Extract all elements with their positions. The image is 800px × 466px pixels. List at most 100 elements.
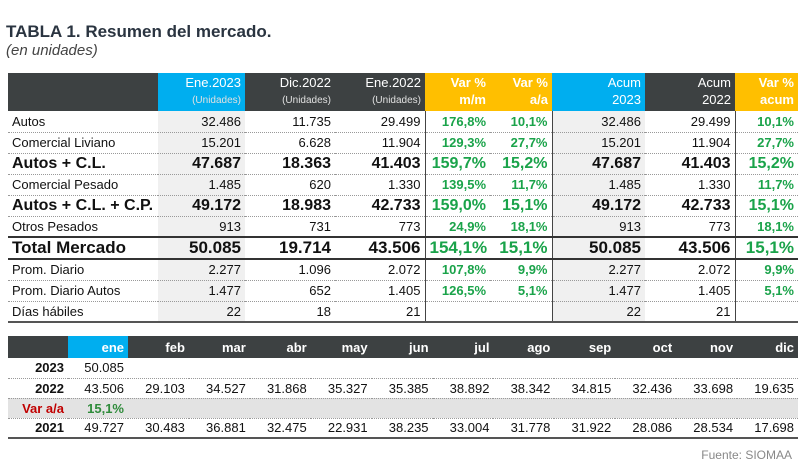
page-subtitle: (en unidades)	[6, 42, 98, 59]
cell: 15,2%	[490, 153, 552, 175]
month-header	[8, 336, 68, 358]
cell: 22	[551, 301, 645, 323]
header-main: Dic.2022	[279, 75, 331, 90]
row-label: Comercial Liviano	[8, 132, 158, 154]
month-header: ago	[493, 336, 555, 358]
cell	[310, 358, 372, 379]
cell: 31.868	[249, 378, 311, 399]
summary-row: Otros Pesados 913 731 773 24,9% 18,1% 913 773 18…	[8, 216, 798, 238]
month-header: feb	[128, 336, 189, 358]
cell	[737, 358, 798, 379]
cell: 28.534	[676, 418, 738, 439]
cell: 50.085	[68, 358, 128, 379]
header-sub: 2022	[702, 92, 731, 107]
row-label: Var a/a	[8, 398, 68, 419]
cell: 49.172	[158, 195, 245, 217]
cell: 15.201	[158, 132, 245, 154]
month-header: dic	[737, 336, 798, 358]
cell: 34.815	[554, 378, 616, 399]
cell: 49.727	[68, 418, 128, 439]
cell: 34.527	[188, 378, 250, 399]
cell: 11,7%	[490, 174, 552, 196]
month-header: abr	[249, 336, 311, 358]
row-label: Autos	[8, 111, 158, 133]
cell: 50.085	[551, 236, 645, 260]
cell: 773	[335, 216, 425, 238]
cell: 176,8%	[424, 111, 490, 133]
cell: 47.687	[551, 153, 645, 175]
header-main: Acum	[607, 75, 641, 90]
cell: 42.733	[335, 195, 425, 217]
cell	[615, 358, 677, 379]
cell: 31.922	[554, 418, 616, 439]
cell	[371, 358, 433, 379]
row-label: Prom. Diario Autos	[8, 280, 158, 302]
cell	[371, 398, 433, 419]
cell: 17.698	[737, 418, 798, 439]
cell: 731	[245, 216, 335, 238]
cell: 5,1%	[490, 280, 552, 302]
cell: 1.330	[645, 174, 735, 196]
cell	[188, 398, 250, 419]
header-sub: (Unidades)	[372, 95, 421, 106]
monthly-table: ene feb mar abr may jun jul ago sep oct nov dic 202…	[8, 336, 798, 439]
row-label: 2021	[8, 418, 68, 439]
cell: 35.385	[371, 378, 433, 399]
cell: 10,1%	[734, 111, 798, 133]
page-title: TABLA 1. Resumen del mercado.	[6, 22, 272, 41]
cell: 18.983	[245, 195, 335, 217]
cell: 154,1%	[424, 236, 490, 260]
cell	[493, 398, 555, 419]
cell: 18.363	[245, 153, 335, 175]
cell: 107,8%	[424, 259, 490, 281]
cell: 6.628	[245, 132, 335, 154]
summary-row: Autos + C.L. 47.687 18.363 41.403 159,7% 15,2…	[8, 153, 798, 175]
row-label: 2022	[8, 378, 68, 399]
monthly-row: 2021 49.727 30.483 36.881 32.475 22.931 38.235…	[8, 418, 798, 439]
cell: 913	[551, 216, 645, 238]
cell: 1.485	[551, 174, 645, 196]
cell: 2.072	[335, 259, 425, 281]
cell: 47.687	[158, 153, 245, 175]
cell	[432, 398, 494, 419]
cell: 49.172	[551, 195, 645, 217]
summary-row: Autos 32.486 11.735 29.499 176,8% 10,1% 32.486…	[8, 111, 798, 133]
cell: 36.881	[188, 418, 250, 439]
row-label: Autos + C.L. + C.P.	[8, 195, 158, 217]
cell: 28.086	[615, 418, 677, 439]
summary-header-5: Var % a/a	[490, 73, 552, 111]
month-header: ene	[68, 336, 128, 358]
cell	[554, 398, 616, 419]
cell: 2.072	[645, 259, 735, 281]
cell: 139,5%	[424, 174, 490, 196]
cell: 24,9%	[424, 216, 490, 238]
cell: 620	[245, 174, 335, 196]
cell: 22	[158, 301, 245, 323]
header-main: Var %	[512, 75, 548, 90]
cell: 32.486	[551, 111, 645, 133]
cell: 126,5%	[424, 280, 490, 302]
month-header: nov	[676, 336, 738, 358]
summary-header-1: Ene.2023 (Unidades)	[158, 73, 245, 111]
cell: 11,7%	[734, 174, 798, 196]
cell: 11.735	[245, 111, 335, 133]
cell: 31.778	[493, 418, 555, 439]
cell: 50.085	[158, 236, 245, 260]
cell: 18	[245, 301, 335, 323]
summary-header-7: Acum 2022	[645, 73, 735, 111]
cell	[490, 301, 552, 323]
cell: 15,2%	[734, 153, 798, 175]
cell: 21	[645, 301, 735, 323]
summary-row: Comercial Pesado 1.485 620 1.330 139,5% 11,7%…	[8, 174, 798, 196]
cell: 27,7%	[490, 132, 552, 154]
cell: 38.235	[371, 418, 433, 439]
monthly-row: 2023 50.085	[8, 358, 798, 379]
header-sub: (Unidades)	[192, 95, 241, 106]
month-header: may	[310, 336, 372, 358]
header-main: Var %	[450, 75, 486, 90]
cell: 15.201	[551, 132, 645, 154]
row-label: Días hábiles	[8, 301, 158, 323]
cell: 42.733	[645, 195, 735, 217]
cell	[310, 398, 372, 419]
month-header: jul	[432, 336, 494, 358]
